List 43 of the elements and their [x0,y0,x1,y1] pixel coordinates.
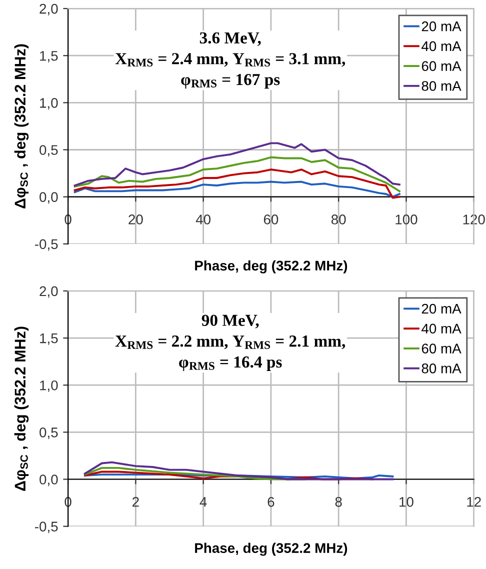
x-axis-title: Phase, deg (352.2 MHz) [195,260,348,274]
x-tick-label: 4 [200,497,207,507]
y-axis-title: Δφ$_{SC}$ , deg (352.2 MHz) [14,44,29,208]
y-tick-label: 1,5 [40,51,58,62]
line-series [74,180,400,198]
legend-label: 40 mA [422,324,462,334]
line-series [74,168,400,199]
x-tick-label: 10 [400,496,414,507]
y-axis-title: Δφ$_{SC}$ , deg (352.2 MHz) [14,326,29,491]
legend-label: 20 mA [422,21,462,32]
legend-label: 60 mA [422,344,462,354]
line-series [84,461,394,480]
x-tick-label: 80 [331,214,346,224]
y-tick-label: 2,0 [40,4,58,16]
x-tick-label: 12 [467,496,481,507]
x-tick-label: 8 [335,496,342,507]
legend-label: 80 mA [422,81,462,91]
y-tick-label: 2,0 [40,286,58,298]
x-tick-label: 100 [396,214,418,224]
legend-label: 40 mA [422,41,462,52]
y-tick-label: 0,5 [40,145,58,157]
x-tick-label: 60 [264,214,278,224]
legend-label: 20 mA [422,304,462,314]
line-series [74,142,400,186]
y-tick-label: 1,5 [40,334,58,345]
x-tick-label: 6 [268,496,274,507]
x-tick-label: 2 [132,496,139,507]
y-tick-label: -0,5 [35,522,58,534]
y-tick-label: 0,5 [40,428,58,439]
y-tick-label: 1,0 [40,380,58,392]
legend-label: 80 mA [422,364,462,374]
y-tick-label: -0,5 [35,239,58,251]
x-tick-label: 120 [463,214,485,224]
line-series [74,156,400,192]
y-tick-label: 0,0 [40,474,58,486]
chart-title: 90 MeV, X$_{RMS}$ = 2.2 mm, Y$_{RMS}$ = 2.1 mm, φ$_{RMS}$ = 16.4 ps [115,314,346,372]
x-tick-label: 20 [128,214,143,224]
y-tick-label: 0,0 [40,192,58,204]
x-axis-title: Phase, deg (352.2 MHz) [195,542,348,556]
legend-label: 60 mA [422,61,462,72]
chart-title: 3.6 MeV, X$_{RMS}$ = 2.4 mm, Y$_{RMS}$ = 3.1 mm, φ$_{RMS}$ = 167 ps [115,32,346,89]
y-tick-label: 1,0 [40,98,58,110]
x-tick-label: 40 [196,214,210,224]
